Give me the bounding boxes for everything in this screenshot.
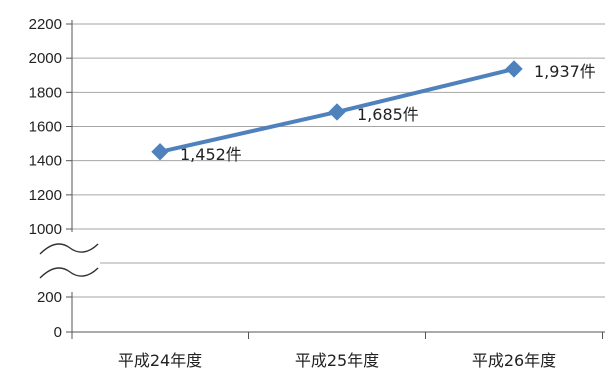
axis-break-wave	[39, 243, 99, 255]
data-point-marker	[328, 103, 346, 121]
y-tick-label: 1600	[29, 119, 62, 136]
x-category-label: 平成25年度	[295, 351, 379, 370]
x-category-label: 平成24年度	[118, 351, 202, 370]
series-layer	[151, 60, 523, 161]
y-tick-label: 1400	[29, 153, 62, 170]
x-category-labels: 平成24年度 平成25年度 平成26年度	[118, 351, 556, 370]
axis-break-wave	[39, 267, 99, 279]
axis-break-mask	[38, 232, 100, 292]
data-label: 1,685件	[357, 105, 419, 124]
data-label: 1,937件	[534, 62, 596, 81]
y-tick-label: 2000	[29, 50, 62, 67]
x-category-label: 平成26年度	[472, 351, 556, 370]
y-tick-label: 1800	[29, 84, 62, 101]
y-tick-label: 0	[54, 324, 62, 341]
data-label: 1,452件	[180, 145, 242, 164]
data-labels: 1,452件 1,685件 1,937件	[180, 62, 596, 164]
axes	[66, 20, 605, 339]
data-point-marker	[505, 60, 523, 78]
axis-break-mark	[38, 232, 100, 292]
y-tick-label: 200	[37, 289, 62, 306]
data-point-marker	[151, 143, 169, 161]
gridlines	[72, 23, 605, 298]
y-tick-label: 2200	[29, 16, 62, 33]
y-tick-label: 1200	[29, 187, 62, 204]
y-tick-label: 1000	[29, 221, 62, 238]
